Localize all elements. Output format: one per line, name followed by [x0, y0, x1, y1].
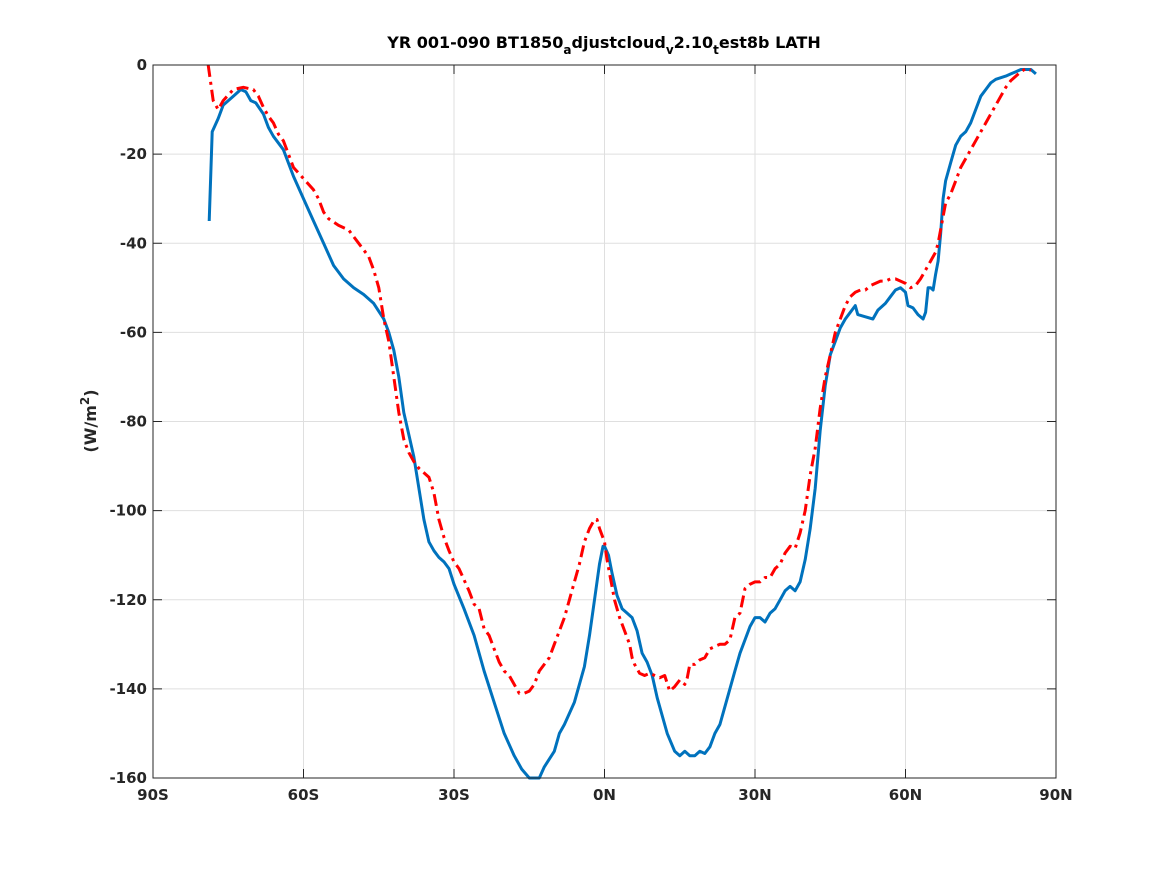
y-tick-label: -40: [120, 234, 147, 252]
title-segment: YR 001-090 BT1850: [386, 33, 563, 52]
x-tick-label: 0N: [593, 786, 616, 804]
y-tick-label: -160: [109, 769, 147, 787]
x-tick-label: 90S: [137, 786, 169, 804]
title-segment: djustcloud: [572, 33, 666, 52]
y-tick-label: -60: [120, 323, 147, 341]
y-tick-label: -80: [120, 413, 147, 431]
y-axis-label: (W/m2): [78, 389, 100, 452]
series-line-solid: [207, 68, 1037, 780]
y-tick-label: -140: [109, 680, 147, 698]
ticks: 90S 60S 30S 0N 30N 60N 90N 0 -20 -40 -60 -80 -100 -12…: [109, 56, 1072, 804]
title-subscript: t: [713, 43, 719, 57]
x-tick-label: 90N: [1039, 786, 1072, 804]
y-tick-label: 0: [137, 56, 147, 74]
x-tick-label: 30S: [438, 786, 470, 804]
series-group: [206, 64, 1037, 780]
y-tick-label: -20: [120, 145, 147, 163]
y-tick-label: -120: [109, 591, 147, 609]
ylabel-superscript: 2: [78, 397, 92, 405]
x-tick-label: 60N: [889, 786, 922, 804]
title-subscript: a: [563, 43, 571, 57]
y-tick-label: -100: [109, 502, 147, 520]
chart-title: YR 001-090 BT1850adjustcloudv2.10test8b …: [386, 33, 820, 57]
x-tick-label: 60S: [288, 786, 320, 804]
series-line-dashdot: [206, 64, 1032, 695]
ylabel-suffix: ): [81, 389, 100, 396]
title-subscript: v: [666, 43, 674, 57]
x-tick-label: 30N: [738, 786, 771, 804]
title-segment: est8b LATH: [719, 33, 821, 52]
ylabel-prefix: (W/m: [81, 405, 100, 452]
title-segment: 2.10: [674, 33, 713, 52]
